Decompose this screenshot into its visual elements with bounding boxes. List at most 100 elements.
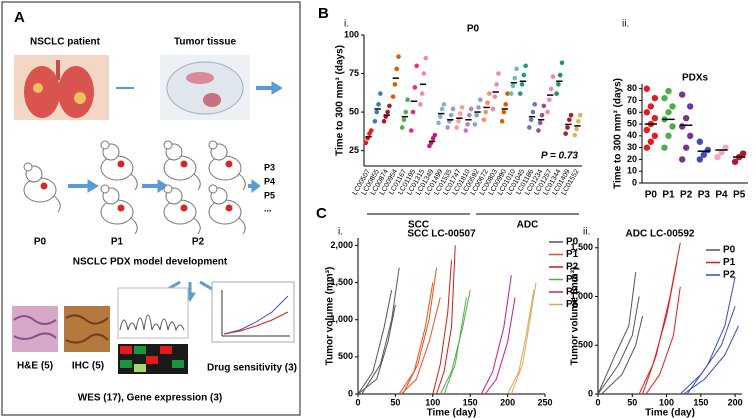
data-point	[517, 91, 523, 96]
data-point	[405, 97, 410, 103]
data-point	[665, 109, 672, 116]
data-point	[537, 120, 543, 126]
mouse-tumor	[225, 204, 233, 212]
y-tick-label: 75	[349, 68, 359, 78]
panel-label: ii.	[622, 19, 629, 30]
data-point	[682, 144, 690, 151]
data-point	[485, 100, 490, 106]
data-point	[647, 138, 655, 145]
data-point	[678, 91, 686, 98]
growth-curve	[686, 276, 736, 395]
data-point	[441, 102, 447, 107]
growth-curve	[439, 289, 471, 395]
data-point	[559, 60, 565, 66]
passage-label: P1	[111, 237, 124, 248]
mouse-tumor	[180, 160, 188, 168]
data-point	[399, 125, 405, 130]
data-point	[454, 125, 459, 130]
data-point	[528, 117, 534, 123]
data-point	[700, 151, 708, 158]
data-point	[530, 109, 536, 115]
passage-label: P5	[264, 190, 275, 200]
growth-curve	[679, 306, 736, 395]
data-point	[419, 91, 425, 96]
mouse-tumor	[40, 182, 48, 190]
x-axis-label: Time (day)	[645, 408, 695, 418]
x-tick-label: 0	[595, 397, 600, 407]
data-point	[481, 117, 487, 123]
panel-label: B	[318, 5, 329, 22]
y-axis-label: Time to 300 mm³ (days)	[613, 78, 624, 189]
data-point	[568, 112, 574, 118]
growth-curve	[357, 304, 396, 395]
x-tick-label: 100	[659, 397, 674, 407]
label: IHC (5)	[72, 361, 104, 372]
lung-image	[14, 55, 109, 120]
ihc-image	[64, 306, 110, 352]
legend-label: P2	[723, 270, 736, 281]
growth-curve	[357, 289, 393, 395]
data-point	[463, 128, 469, 133]
panel-label: C	[316, 205, 327, 222]
y-tick-label: 30	[627, 142, 637, 152]
data-point	[536, 128, 541, 133]
data-point	[704, 146, 712, 154]
y-tick-label: 0	[348, 388, 353, 398]
y-tick-label: 50	[627, 118, 637, 128]
x-tick-label: P0	[645, 190, 658, 201]
passage-label: P4	[264, 176, 275, 186]
legend-label: P0	[566, 237, 579, 248]
data-point	[492, 94, 498, 99]
growth-curve	[398, 282, 434, 395]
data-point	[714, 153, 721, 161]
data-point	[572, 132, 578, 138]
data-point	[576, 119, 581, 124]
growth-curve	[401, 297, 441, 395]
data-point	[363, 140, 369, 146]
data-point	[432, 132, 438, 138]
y-tick-label: 70	[627, 95, 637, 105]
ihc-texture	[65, 314, 109, 344]
data-point	[661, 144, 668, 151]
mouse-tumor	[180, 204, 188, 212]
data-point	[739, 150, 747, 157]
growth-curve	[597, 272, 637, 395]
data-point	[412, 85, 418, 90]
mouse-tumor	[117, 160, 125, 168]
data-point	[557, 72, 563, 78]
data-point	[414, 63, 419, 69]
growth-curve	[638, 262, 678, 395]
data-point	[468, 106, 474, 112]
growth-curve	[402, 267, 438, 395]
heatmap	[118, 344, 188, 374]
mice	[23, 140, 246, 235]
x-tick-label: 200	[500, 397, 515, 407]
growth-curve	[436, 245, 456, 395]
y-axis-label: Tumor volume (mm³)	[570, 267, 581, 366]
data-point	[396, 54, 401, 59]
data-point	[476, 105, 481, 110]
growth-curve	[642, 242, 681, 395]
data-point	[368, 128, 374, 133]
chart-title: PDXs	[682, 73, 709, 84]
data-point	[501, 109, 507, 115]
mouse-ear	[100, 140, 110, 150]
chart-title: P0	[467, 24, 480, 35]
data-point	[508, 91, 514, 96]
data-point	[381, 119, 387, 124]
data-point	[541, 103, 547, 109]
group-label: SCC	[408, 220, 429, 231]
x-tick-label: P4	[715, 190, 728, 201]
label: NSCLC PDX model development	[73, 257, 228, 268]
data-point	[686, 132, 694, 140]
data-point	[661, 94, 668, 102]
data-point	[521, 72, 527, 78]
mouse-tail	[193, 173, 201, 191]
mouse-tail	[130, 173, 138, 191]
data-point	[439, 106, 445, 112]
x-tick-label: 0	[355, 397, 360, 407]
legend-label: P1	[566, 249, 579, 260]
data-point	[651, 114, 659, 122]
data-point	[514, 66, 519, 72]
